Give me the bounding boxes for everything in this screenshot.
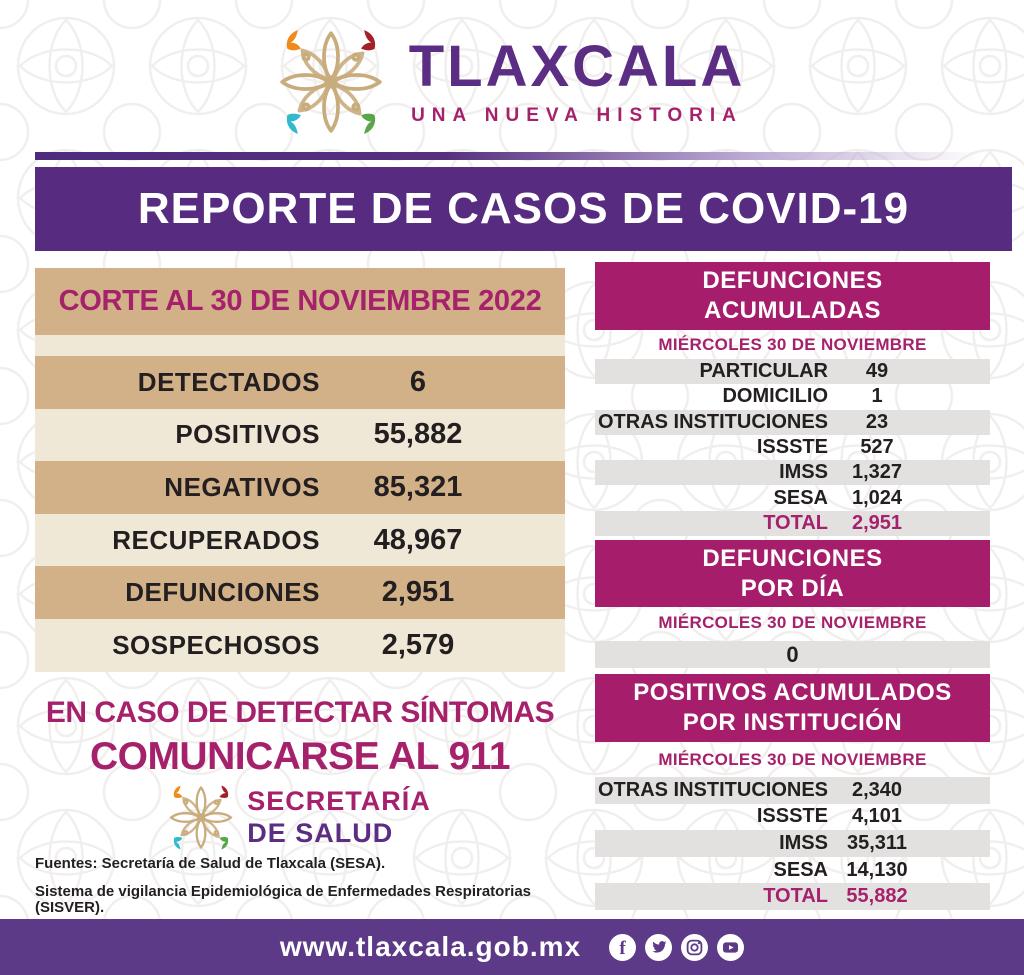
brand-header: TLAXCALA UNA NUEVA HISTORIA — [0, 28, 1024, 136]
notice-line-1: EN CASO DE DETECTAR SÍNTOMAS — [45, 696, 555, 729]
row-value: 1 — [871, 385, 883, 408]
row-value: 85,321 — [373, 470, 463, 503]
panel-title-line-1: POSITIVOS ACUMULADOS — [633, 679, 952, 706]
row-label: DETECTADOS — [137, 366, 320, 397]
brand-name: TLAXCALA — [408, 33, 746, 99]
source-line-1: Fuentes: Secretaría de Salud de Tlaxcala… — [35, 855, 386, 872]
table-row-total: TOTAL 55,882 — [595, 883, 990, 910]
row-label: OTRAS INSTITUCIONES — [597, 778, 828, 801]
table-row: SOSPECHOSOS 2,579 — [35, 618, 565, 672]
table-row: DEFUNCIONES 2,951 — [35, 566, 565, 619]
row-label: DOMICILIO — [722, 385, 828, 408]
table-row: SESA 1,024 — [595, 485, 990, 510]
secretaria-salud-logo: SECRETARÍA DE SALUD — [35, 784, 565, 851]
summary-table-header: CORTE AL 30 DE NOVIEMBRE 2022 — [35, 268, 565, 335]
instagram-icon[interactable] — [681, 933, 709, 961]
deaths-cumulative-date: MIÉRCOLES 30 DE NOVIEMBRE — [658, 335, 927, 354]
deaths-daily-header: DEFUNCIONES POR DÍA — [595, 540, 990, 607]
row-value: 2,579 — [381, 628, 455, 661]
row-value: 6 — [409, 365, 427, 398]
row-value: 49 — [865, 360, 889, 383]
deaths-daily-date: MIÉRCOLES 30 DE NOVIEMBRE — [658, 613, 927, 632]
footer-url[interactable]: www.tlaxcala.gob.mx — [279, 931, 582, 962]
row-label: IMSS — [779, 831, 828, 854]
tlaxcala-flower-logo-icon — [279, 28, 383, 136]
footer-bar: www.tlaxcala.gob.mx f — [0, 919, 1024, 975]
row-value: 4,101 — [851, 805, 903, 828]
deaths-cumulative-header: DEFUNCIONES ACUMULADAS — [595, 262, 990, 330]
table-row: DOMICILIO 1 — [595, 384, 990, 409]
table-row: ISSSTE 4,101 — [595, 804, 990, 831]
row-label: DEFUNCIONES — [125, 577, 320, 608]
row-value: 527 — [860, 436, 894, 459]
table-row-total: TOTAL 2,951 — [595, 510, 990, 537]
row-label: TOTAL — [763, 885, 828, 908]
youtube-icon[interactable] — [717, 933, 745, 961]
salud-flower-logo-icon — [169, 784, 233, 851]
row-value: 2,951 — [851, 511, 903, 534]
report-title: REPORTE DE CASOS DE COVID-19 — [137, 184, 910, 233]
row-value: 55,882 — [373, 418, 463, 451]
deaths-daily-value: 0 — [595, 641, 990, 668]
table-row: SESA 14,130 — [595, 857, 990, 884]
table-row: PARTICULAR 49 — [595, 359, 990, 385]
row-value: 55,882 — [846, 885, 908, 908]
panel-title-line-2: ACUMULADAS — [704, 297, 881, 324]
row-value: 2,951 — [381, 576, 455, 609]
row-label: ISSSTE — [756, 805, 828, 828]
row-value: 14,130 — [846, 858, 908, 881]
positives-by-institution-table: OTRAS INSTITUCIONES 2,340 ISSSTE 4,101 I… — [595, 777, 990, 910]
row-value: 35,311 — [846, 831, 908, 854]
panel-title-line-2: POR DÍA — [740, 574, 845, 602]
positives-by-institution-header: POSITIVOS ACUMULADOS POR INSTITUCIÓN — [595, 674, 990, 742]
table-row: RECUPERADOS 48,967 — [35, 513, 565, 567]
row-label: SESA — [773, 858, 828, 881]
row-label: RECUPERADOS — [112, 524, 320, 555]
table-row: OTRAS INSTITUCIONES 23 — [595, 409, 990, 435]
brand-tagline: UNA NUEVA HISTORIA — [411, 104, 743, 126]
social-icons: f — [609, 933, 745, 961]
row-value: 1,327 — [851, 461, 903, 484]
table-row: DETECTADOS 6 — [35, 356, 565, 409]
table-row: ISSSTE 527 — [595, 435, 990, 460]
row-label: POSITIVOS — [175, 419, 320, 450]
row-label: SOSPECHOSOS — [112, 629, 320, 660]
cutoff-date-label: CORTE AL 30 DE NOVIEMBRE 2022 — [58, 285, 542, 317]
summary-table-spacer — [35, 335, 565, 356]
panel-title-line-1: DEFUNCIONES — [702, 544, 883, 572]
row-value: 23 — [865, 410, 889, 433]
facebook-icon[interactable]: f — [609, 933, 637, 961]
row-value: 1,024 — [851, 486, 903, 509]
positives-by-institution-date: MIÉRCOLES 30 DE NOVIEMBRE — [658, 750, 927, 769]
row-label: TOTAL — [763, 511, 828, 534]
row-label: PARTICULAR — [699, 360, 828, 383]
sources-note: Fuentes: Secretaría de Salud de Tlaxcala… — [35, 855, 595, 917]
twitter-icon[interactable] — [645, 933, 673, 961]
row-label: IMSS — [779, 461, 828, 484]
table-row: IMSS 35,311 — [595, 830, 990, 857]
deaths-cumulative-table: PARTICULAR 49 DOMICILIO 1 OTRAS INSTITUC… — [595, 359, 990, 537]
row-label: SESA — [773, 486, 828, 509]
panel-title-line-1: DEFUNCIONES — [702, 267, 883, 294]
row-label: NEGATIVOS — [164, 471, 320, 502]
source-line-2: Sistema de vigilancia Epidemiológica de … — [35, 882, 532, 916]
symptoms-notice: EN CASO DE DETECTAR SÍNTOMAS COMUNICARSE… — [35, 696, 565, 779]
row-value: 2,340 — [851, 778, 903, 801]
table-row: OTRAS INSTITUCIONES 2,340 — [595, 777, 990, 804]
summary-table: DETECTADOS 6 POSITIVOS 55,882 NEGATIVOS … — [35, 356, 565, 672]
table-row: NEGATIVOS 85,321 — [35, 461, 565, 514]
row-value: 48,967 — [373, 523, 463, 556]
gradient-divider — [35, 152, 1012, 160]
salud-logo-line-2: DE SALUD — [247, 817, 394, 848]
table-row: POSITIVOS 55,882 — [35, 408, 565, 462]
row-label: OTRAS INSTITUCIONES — [597, 410, 828, 433]
notice-line-2: COMUNICARSE AL 911 — [89, 735, 511, 778]
panel-title-line-2: POR INSTITUCIÓN — [682, 709, 903, 736]
salud-logo-line-1: SECRETARÍA — [247, 786, 431, 817]
table-row: IMSS 1,327 — [595, 460, 990, 486]
row-label: ISSSTE — [756, 436, 828, 459]
report-title-banner: REPORTE DE CASOS DE COVID-19 — [35, 167, 1012, 251]
